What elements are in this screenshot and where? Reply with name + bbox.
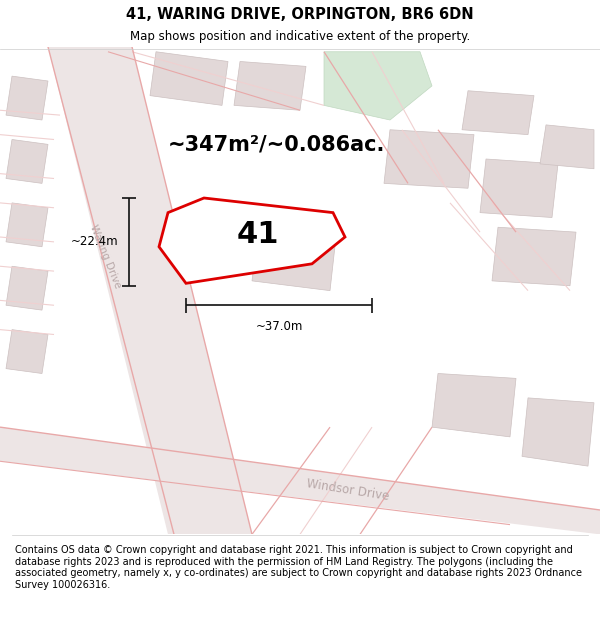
Polygon shape xyxy=(540,125,594,169)
Polygon shape xyxy=(6,266,48,310)
Polygon shape xyxy=(492,228,576,286)
Polygon shape xyxy=(48,47,252,534)
Text: ~22.4m: ~22.4m xyxy=(71,236,118,248)
Text: ~347m²/~0.086ac.: ~347m²/~0.086ac. xyxy=(167,134,385,154)
Polygon shape xyxy=(6,76,48,120)
Text: Map shows position and indicative extent of the property.: Map shows position and indicative extent… xyxy=(130,30,470,43)
Text: Waring Drive: Waring Drive xyxy=(88,223,122,290)
Polygon shape xyxy=(480,159,558,218)
Text: Contains OS data © Crown copyright and database right 2021. This information is : Contains OS data © Crown copyright and d… xyxy=(15,545,582,590)
Polygon shape xyxy=(252,232,336,291)
Polygon shape xyxy=(384,130,474,188)
Polygon shape xyxy=(6,139,48,183)
Text: Windsor Drive: Windsor Drive xyxy=(306,478,390,504)
Polygon shape xyxy=(0,427,600,534)
Polygon shape xyxy=(522,398,594,466)
Text: ~37.0m: ~37.0m xyxy=(256,320,302,333)
Polygon shape xyxy=(324,52,432,120)
Text: 41: 41 xyxy=(237,220,279,249)
Polygon shape xyxy=(462,91,534,134)
Polygon shape xyxy=(6,329,48,374)
Polygon shape xyxy=(159,198,345,283)
Polygon shape xyxy=(234,61,306,110)
Text: 41, WARING DRIVE, ORPINGTON, BR6 6DN: 41, WARING DRIVE, ORPINGTON, BR6 6DN xyxy=(126,6,474,21)
Polygon shape xyxy=(432,374,516,437)
Polygon shape xyxy=(6,203,48,247)
Polygon shape xyxy=(150,52,228,106)
